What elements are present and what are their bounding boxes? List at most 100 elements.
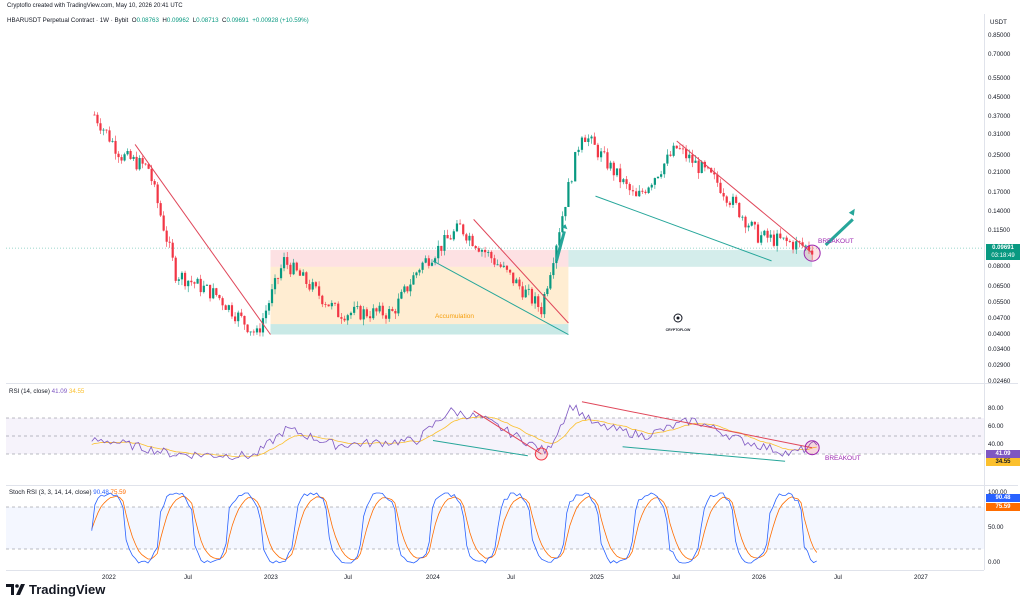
- time-axis-label: Jul: [507, 574, 515, 581]
- candle: [171, 239, 174, 261]
- rsi-pane[interactable]: [6, 385, 984, 484]
- pane-divider-stoch[interactable]: [6, 485, 1018, 486]
- support-trendline-2024: [432, 260, 569, 335]
- candle: [93, 111, 96, 116]
- candle: [446, 229, 449, 239]
- stoch-axis-label: 100.00: [988, 489, 1007, 496]
- candle-body: [540, 307, 543, 315]
- candle-body: [791, 241, 795, 250]
- candle: [615, 168, 619, 178]
- candle: [346, 313, 349, 325]
- candle-body: [678, 148, 681, 150]
- candle: [237, 310, 240, 327]
- candle: [798, 240, 801, 248]
- candle-body: [512, 272, 515, 284]
- candle: [96, 112, 99, 127]
- candle-body: [487, 251, 490, 253]
- breakout-label-rsi: BREAKOUT: [825, 455, 861, 462]
- breakout-arrow-2026: [824, 218, 854, 247]
- candle: [177, 277, 180, 285]
- candle: [193, 281, 196, 289]
- candle: [644, 189, 647, 195]
- candle: [421, 261, 424, 274]
- candle: [359, 304, 362, 321]
- candle-body: [499, 264, 502, 267]
- candle: [728, 200, 731, 208]
- stoch-axis-label: 0.00: [988, 559, 1001, 566]
- rsi-line: [91, 404, 818, 461]
- candle-body: [779, 233, 782, 239]
- candle: [174, 255, 177, 283]
- candle: [462, 223, 465, 237]
- time-axis-label: Jul: [672, 574, 680, 581]
- candle-body: [603, 151, 606, 153]
- candle: [412, 272, 415, 285]
- candle-body: [165, 230, 168, 242]
- candle: [772, 230, 776, 248]
- time-axis-label: 2024: [426, 574, 440, 581]
- candle-body: [333, 302, 337, 304]
- candle: [365, 307, 368, 319]
- low-value: 0.08713: [196, 17, 219, 24]
- accumulation-label: Accumulation: [435, 313, 475, 320]
- candle: [409, 278, 412, 297]
- rsi-breakout-circle-1: [534, 447, 548, 461]
- candle: [785, 235, 788, 247]
- candle-body: [776, 233, 779, 246]
- time-axis-border: [6, 570, 984, 571]
- stoch-legend[interactable]: Stoch RSI (3, 3, 14, 14, close) 90.48 75…: [9, 489, 126, 496]
- candle: [353, 301, 356, 316]
- candle: [537, 294, 540, 312]
- candle: [156, 181, 159, 209]
- candle-body: [433, 258, 437, 263]
- stoch-rsi-chart: [6, 492, 984, 564]
- cryptoflow-logo-icon: [673, 313, 683, 323]
- pane-divider-rsi[interactable]: [6, 383, 1018, 384]
- main-chart-pane[interactable]: [6, 14, 984, 382]
- candle-body: [202, 285, 205, 293]
- candle-body: [187, 280, 190, 287]
- candle: [468, 232, 471, 247]
- candle: [233, 312, 237, 324]
- time-axis-label: Jul: [834, 574, 842, 581]
- tradingview-brand[interactable]: TradingView: [6, 582, 105, 597]
- symbol-legend[interactable]: HBARUSDT Perpetual Contract · 1W · Bybit…: [7, 17, 309, 24]
- candle-body: [596, 144, 599, 158]
- candle-body: [258, 328, 262, 333]
- candle-body: [359, 305, 362, 320]
- candle-body: [599, 151, 603, 158]
- candle-body: [230, 305, 234, 317]
- candle-body: [406, 286, 409, 292]
- change-value: +0.00928 (+10.59%): [252, 17, 309, 24]
- breakout-arrow-head-2026: [848, 208, 855, 216]
- candle-body: [292, 262, 295, 275]
- candle: [788, 239, 791, 243]
- rsi-legend[interactable]: RSI (14, close) 41.09 34.55: [9, 388, 84, 395]
- candle-body: [731, 196, 735, 205]
- candle: [302, 269, 305, 276]
- candle-body: [672, 145, 675, 156]
- candle-body: [807, 245, 811, 251]
- candle-body: [631, 190, 635, 192]
- candle-body: [590, 136, 593, 139]
- candle-body: [455, 223, 459, 232]
- candle: [722, 188, 725, 201]
- candle: [465, 232, 468, 244]
- candle-body: [635, 191, 638, 197]
- candle-body: [102, 129, 105, 131]
- time-axis-label: Jul: [184, 574, 192, 581]
- rsi-ma-line: [91, 416, 817, 458]
- candle: [477, 246, 480, 253]
- candle: [675, 145, 678, 150]
- candle: [496, 259, 499, 266]
- stoch-rsi-pane[interactable]: [6, 487, 984, 569]
- price-axis-label: 0.21000: [988, 168, 1011, 176]
- candle-body: [766, 230, 769, 238]
- candle: [108, 126, 111, 143]
- candle: [123, 152, 126, 162]
- candle-body: [753, 221, 756, 225]
- candle-body: [483, 249, 487, 253]
- candle: [105, 129, 108, 134]
- candle-body: [728, 202, 731, 205]
- price-axis-label: 0.04700: [988, 314, 1011, 322]
